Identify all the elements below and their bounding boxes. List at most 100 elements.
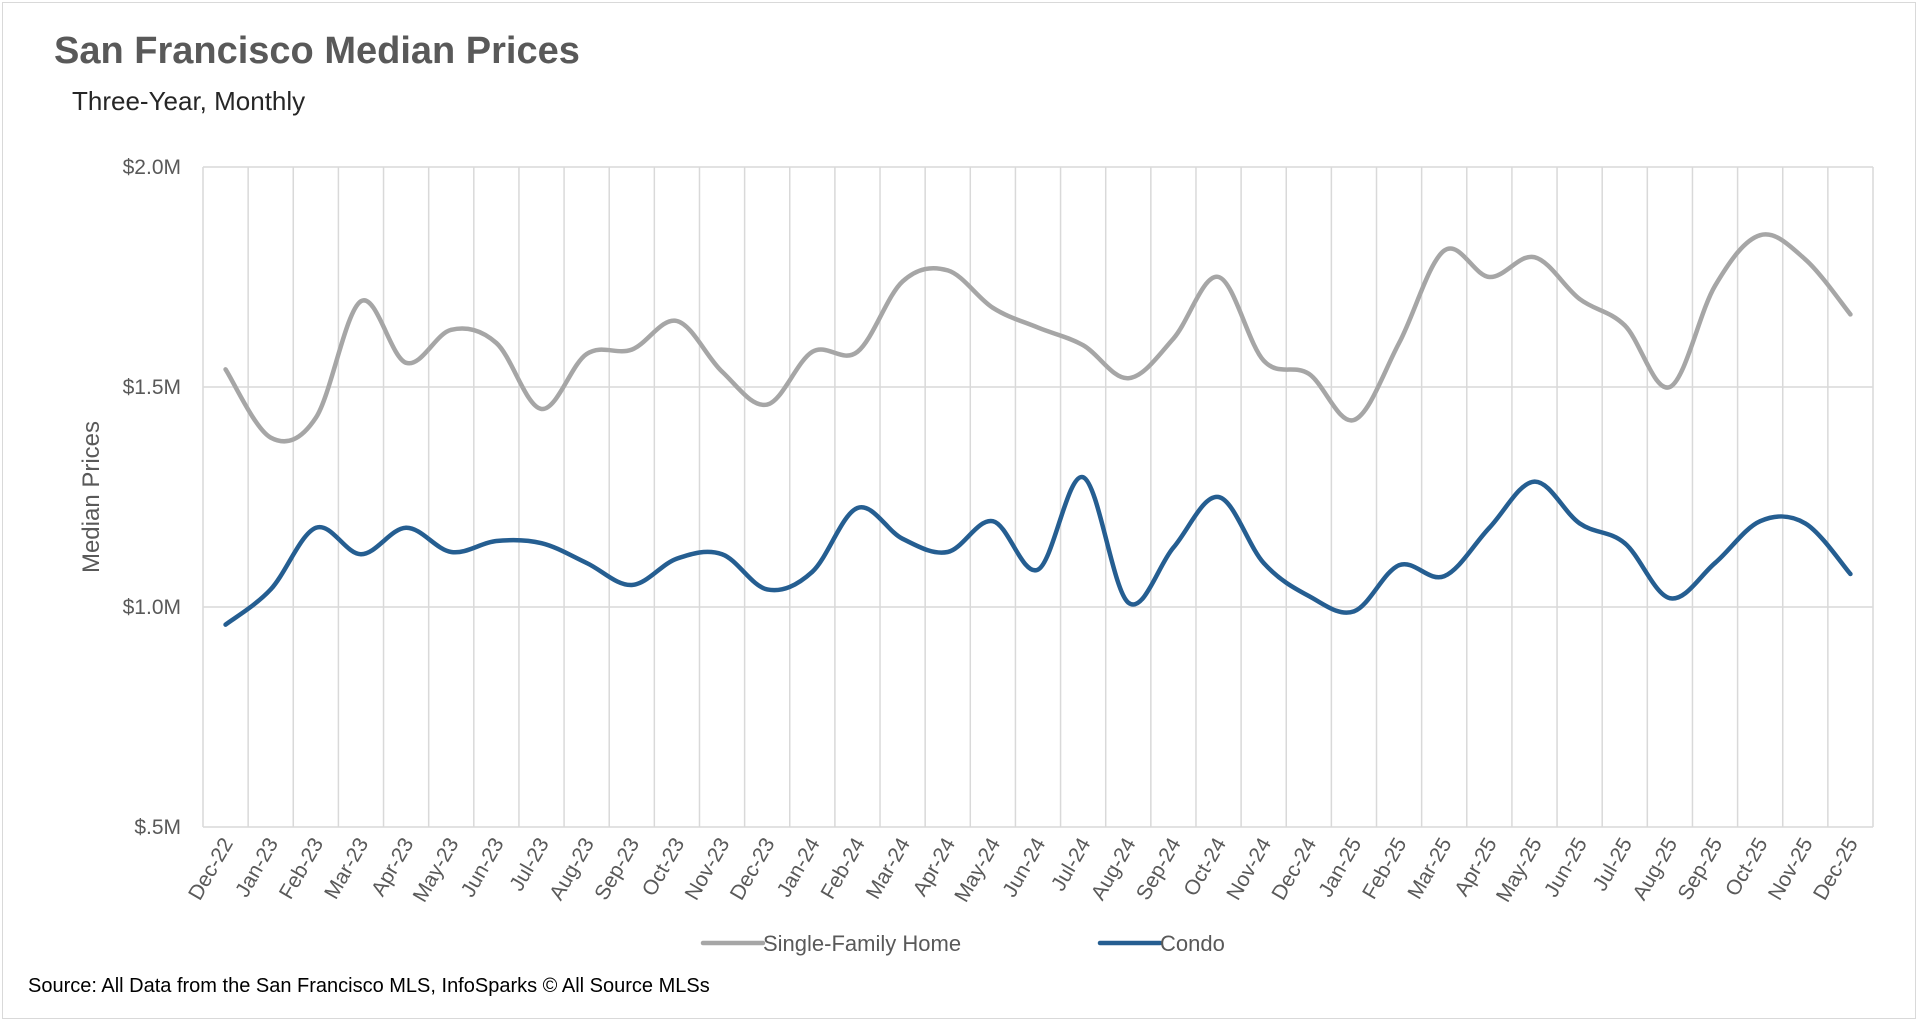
- series-single-family-home: [223, 232, 1853, 444]
- data-point: [674, 556, 679, 561]
- data-point: [1667, 385, 1672, 389]
- data-point: [1803, 257, 1808, 262]
- x-tick-label: Jul-23: [505, 834, 554, 895]
- x-tick-label: Jul-24: [1047, 834, 1096, 895]
- data-point: [1758, 519, 1763, 524]
- data-point: [1442, 248, 1447, 253]
- data-point: [494, 539, 499, 543]
- data-point: [1036, 325, 1040, 330]
- data-point: [1577, 521, 1582, 526]
- legend-label: Condo: [1160, 931, 1225, 956]
- data-point: [494, 341, 499, 345]
- data-point: [1261, 561, 1266, 565]
- data-point: [1667, 596, 1672, 601]
- data-point: [720, 369, 725, 374]
- data-point: [629, 347, 634, 352]
- data-point: [900, 536, 905, 541]
- x-tick-label: Jun-25: [1540, 834, 1592, 901]
- y-tick-label: $1.5M: [123, 376, 181, 399]
- data-point: [404, 360, 409, 365]
- data-point: [945, 268, 950, 273]
- x-axis-ticks: Dec-22Jan-23Feb-23Mar-23Apr-23May-23Jun-…: [184, 834, 1863, 906]
- data-point: [268, 435, 273, 440]
- data-point: [313, 415, 318, 420]
- data-point: [358, 299, 363, 304]
- chart-subtitle: Three-Year, Monthly: [72, 86, 306, 116]
- data-point: [1306, 371, 1311, 376]
- data-point: [1713, 283, 1718, 288]
- data-point: [1126, 376, 1131, 381]
- series-line: [223, 474, 1853, 627]
- data-point: [1351, 418, 1356, 422]
- data-point: [449, 550, 454, 554]
- data-point: [990, 305, 995, 310]
- x-tick-label: Sep-23: [590, 834, 644, 904]
- data-point: [629, 583, 634, 587]
- data-point: [1532, 479, 1537, 484]
- data-point: [810, 349, 815, 354]
- chart-title: San Francisco Median Prices: [54, 30, 580, 72]
- data-point: [1171, 336, 1176, 341]
- data-point: [765, 402, 770, 407]
- grid-layer: [202, 166, 1874, 828]
- data-point: [1532, 255, 1537, 260]
- x-tick-label: Dec-22: [184, 834, 238, 904]
- series-layer: [223, 232, 1853, 627]
- data-point: [855, 349, 860, 354]
- data-point: [1397, 563, 1402, 568]
- data-point: [1351, 609, 1356, 614]
- x-tick-label: Dec-23: [726, 834, 780, 904]
- x-tick-label: Jun-24: [998, 834, 1050, 901]
- data-point: [810, 569, 815, 574]
- data-point: [1397, 341, 1402, 345]
- data-point: [1036, 567, 1040, 572]
- data-point: [1758, 233, 1763, 238]
- x-tick-label: Sep-25: [1674, 834, 1728, 904]
- x-tick-label: Mar-24: [862, 834, 915, 903]
- data-point: [358, 552, 363, 557]
- data-point: [584, 561, 589, 565]
- x-tick-label: Jul-25: [1589, 834, 1638, 895]
- data-point: [1622, 323, 1627, 328]
- data-point: [1848, 312, 1853, 317]
- data-point: [855, 506, 860, 510]
- data-point: [1216, 275, 1221, 279]
- x-tick-label: Jun-23: [457, 834, 509, 901]
- data-point: [1622, 541, 1627, 546]
- data-point: [539, 407, 544, 411]
- data-point: [900, 279, 905, 284]
- data-point: [449, 327, 454, 332]
- x-tick-label: Sep-24: [1132, 834, 1186, 904]
- data-point: [1442, 574, 1447, 579]
- source-note: Source: All Data from the San Francisco …: [28, 975, 710, 997]
- data-point: [765, 587, 770, 592]
- data-point: [1261, 358, 1266, 363]
- data-point: [1171, 545, 1176, 550]
- data-point: [223, 622, 228, 627]
- data-point: [990, 519, 995, 524]
- data-point: [1216, 495, 1221, 499]
- data-point: [1487, 525, 1492, 530]
- data-point: [1306, 594, 1311, 598]
- legend-label: Single-Family Home: [763, 931, 961, 956]
- data-point: [1803, 521, 1808, 526]
- data-point: [539, 541, 544, 546]
- y-axis-label: Median Prices: [78, 421, 105, 573]
- data-point: [1126, 600, 1131, 605]
- data-point: [268, 587, 273, 592]
- data-point: [720, 552, 725, 557]
- data-point: [404, 525, 409, 530]
- x-tick-label: Dec-25: [1809, 834, 1863, 904]
- data-point: [1577, 297, 1582, 301]
- x-tick-label: Dec-24: [1267, 834, 1321, 904]
- data-point: [313, 525, 318, 530]
- data-point: [1081, 343, 1086, 348]
- series-condo: [223, 474, 1853, 627]
- y-tick-label: $2.0M: [123, 156, 181, 179]
- y-tick-label: $1.0M: [123, 596, 181, 619]
- data-point: [1487, 275, 1492, 279]
- y-tick-label: $.5M: [134, 816, 181, 839]
- legend: Single-Family Home Condo: [700, 931, 1225, 956]
